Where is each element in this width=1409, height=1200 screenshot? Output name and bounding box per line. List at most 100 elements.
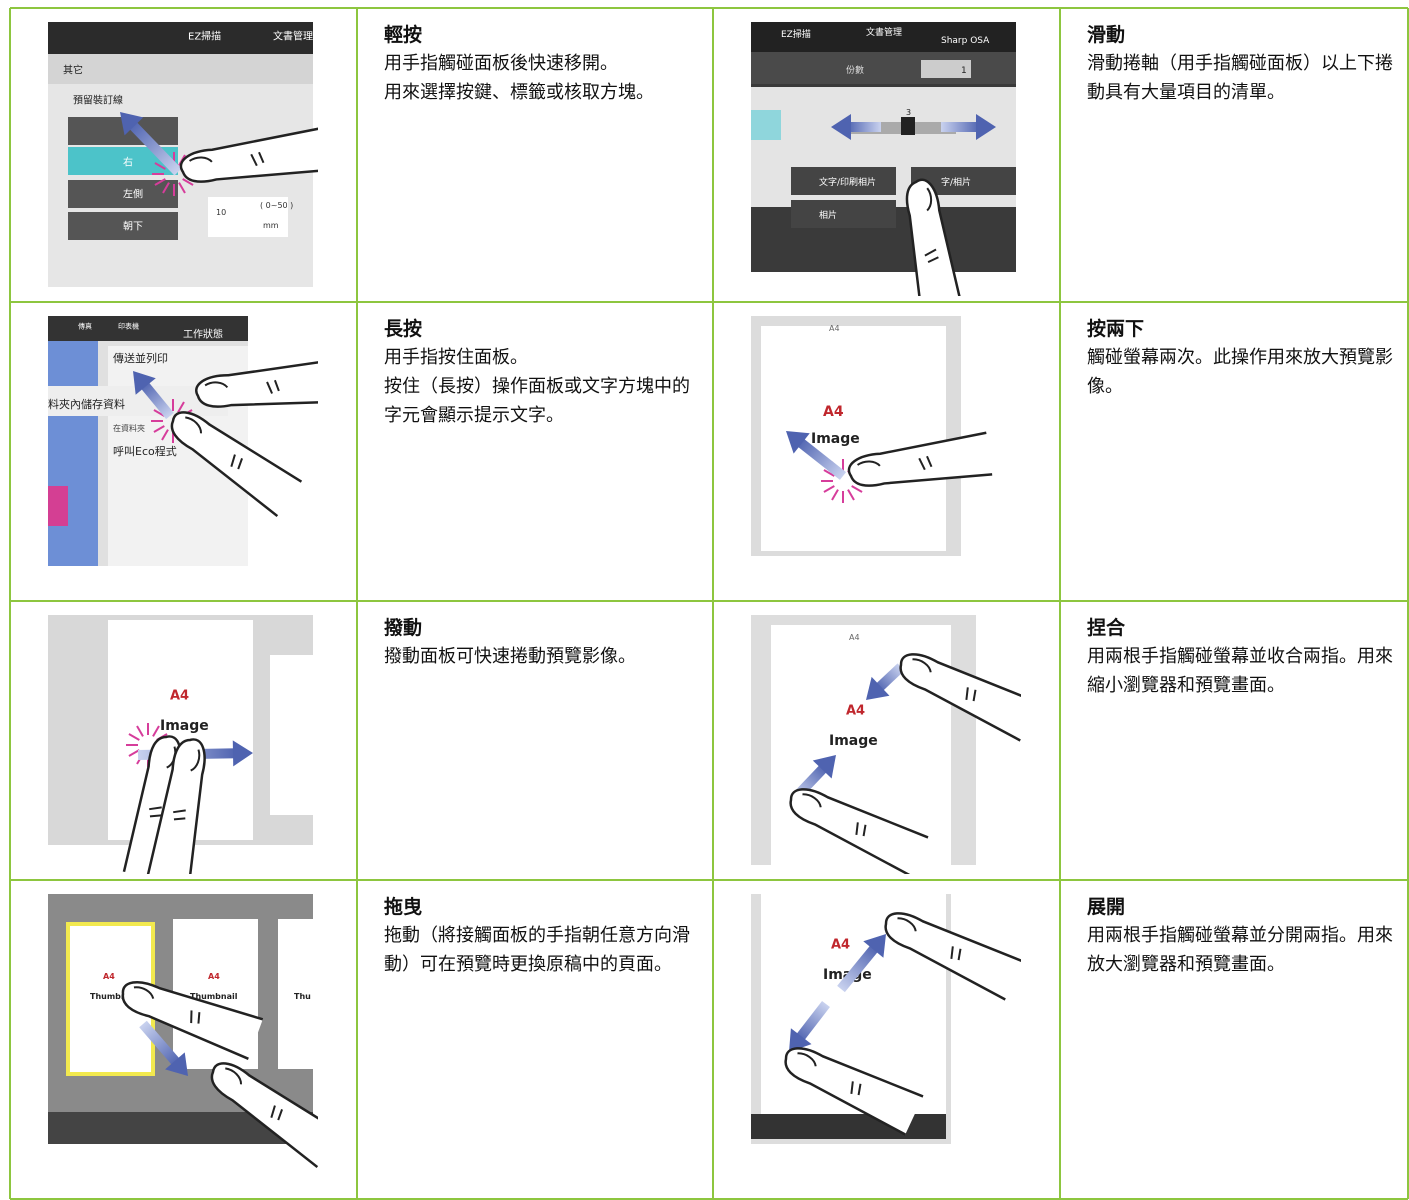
finger-nail [856,460,881,467]
screen-label: 料夾內儲存資料 [48,397,125,411]
finger-nail [926,187,933,212]
finger [195,358,318,408]
tap-burst [128,733,140,741]
gesture-text: 撥動 撥動面板可快速捲動預覽影像。 [384,614,696,671]
finger [170,411,303,518]
screen-label: EZ掃描 [781,28,811,40]
finger-outline [899,653,1021,742]
gesture-title: 撥動 [384,617,423,639]
finger-knuckle [250,151,265,167]
screen-panel [48,22,313,54]
arrow [139,1020,189,1076]
arrow-head [120,111,144,136]
finger-nail [185,416,203,434]
finger-knuckle [149,806,162,818]
screen-label: 10 [216,208,226,217]
finger-outline [170,411,303,518]
gesture-text: 長按用手指按住面板。按住（長按）操作面板或文字方塊中的字元會顯示提示文字。 [384,315,696,430]
finger-knuckle [173,809,186,821]
screen-label: A4 [170,689,189,704]
tap-burst [178,182,186,194]
screen-panel [901,117,915,135]
finger-outline [905,178,966,296]
screen-label: 文字/印刷相片 [819,176,876,188]
illustration: A4 A4 Image [751,316,993,556]
gesture-title: 滑動 [1087,24,1126,46]
screen-label: Image [160,718,209,734]
illustration: A4 Thumbnail A4 Thumbnail Thu [48,894,318,1169]
screen-label: A4 [846,704,865,719]
finger-knuckle [230,454,243,470]
gesture-description: 拖動（將接觸面板的手指朝任意方向滑動）可在預覽時更換原稿中的頁面。 [384,925,690,975]
finger-knuckle [850,1081,862,1096]
screen-label: 其它 [63,64,83,77]
screen-label: Thu [294,992,311,1001]
gesture-text: 展開 用兩根手指觸碰螢幕並分開兩指。用來放大瀏覽器和預覽畫面。 [1087,893,1399,979]
finger-outline [210,1062,318,1169]
finger [847,431,993,487]
screen-panel [208,197,288,237]
gesture-description: 用手指按住面板。 [384,347,528,368]
arrow-shaft [127,120,182,176]
gesture-title: 捏合 [1087,617,1126,639]
screen-label: A4 [103,972,115,981]
finger-knuckle [855,822,867,837]
tap-burst [847,489,855,501]
arrow-head [788,1028,812,1052]
finger-outline [784,1047,924,1136]
finger [884,912,1021,1001]
finger-outline [789,788,929,874]
screen-label: EZ掃描 [188,30,221,43]
screen-panel [791,200,896,228]
screen-panel [278,919,313,1069]
arrow-head [831,114,851,140]
finger-nail [912,658,932,673]
tap-burst [177,401,185,413]
finger-nail [190,749,201,772]
screen-panel [48,54,313,84]
screen-panel [68,212,178,240]
screen-label: 字/相片 [941,176,971,188]
screen-panel [751,22,1016,52]
finger-nail [797,1052,817,1067]
tap-burst [851,485,863,493]
screen-label: Image [811,431,860,447]
screen-label: Thumbnail [90,992,138,1001]
finger-nail [188,156,213,163]
arrow [837,933,887,993]
gesture-title: 拖曳 [384,896,423,918]
screen-label: 份數 [846,64,864,76]
gesture-text: 按兩下 觸碰螢幕兩次。此操作用來放大預覽影像。 [1087,315,1399,401]
finger-knuckle [924,248,939,264]
arrow-head [786,431,810,454]
gesture-title: 長按 [384,318,423,340]
arrow-head [976,114,996,140]
arrow [831,114,881,140]
gesture-text: 滑動滑動捲軸（用手指觸碰面板）以上下捲動具有大量項目的清單。 [1087,21,1399,107]
tap-burst [154,162,166,170]
gesture-description: 按住（長按）操作面板或文字方塊中的字元會顯示提示文字。 [384,376,690,426]
arrow-head [863,933,887,958]
arrow [120,111,182,176]
screen-label: 傳真 [78,321,92,330]
finger-knuckle [190,1010,201,1024]
screen-label: A4 [849,633,860,642]
screen-label: ( 0~50 ) [260,201,293,210]
gesture-title: 按兩下 [1087,318,1145,340]
arrow [133,370,174,420]
arrow-head [133,370,156,395]
gesture-text: 捏合 用兩根手指觸碰螢幕並收合兩指。用來縮小瀏覽器和預覽畫面。 [1087,614,1399,700]
finger-outline [884,912,1021,1001]
screen-label: 文書管理 [273,30,313,43]
illustration: A4 A4 Image [751,615,1021,874]
screen-label: 3 [906,108,911,117]
finger-nail [204,381,229,389]
gesture-description: 滑動捲軸（用手指觸碰面板）以上下捲動具有大量項目的清單。 [1087,53,1393,103]
finger [899,653,1021,742]
screen-panel [921,60,971,78]
finger [789,788,929,874]
finger-nail [133,986,155,999]
screen-label: Thumbnail [190,992,238,1001]
screen-label: 左側 [123,188,143,201]
